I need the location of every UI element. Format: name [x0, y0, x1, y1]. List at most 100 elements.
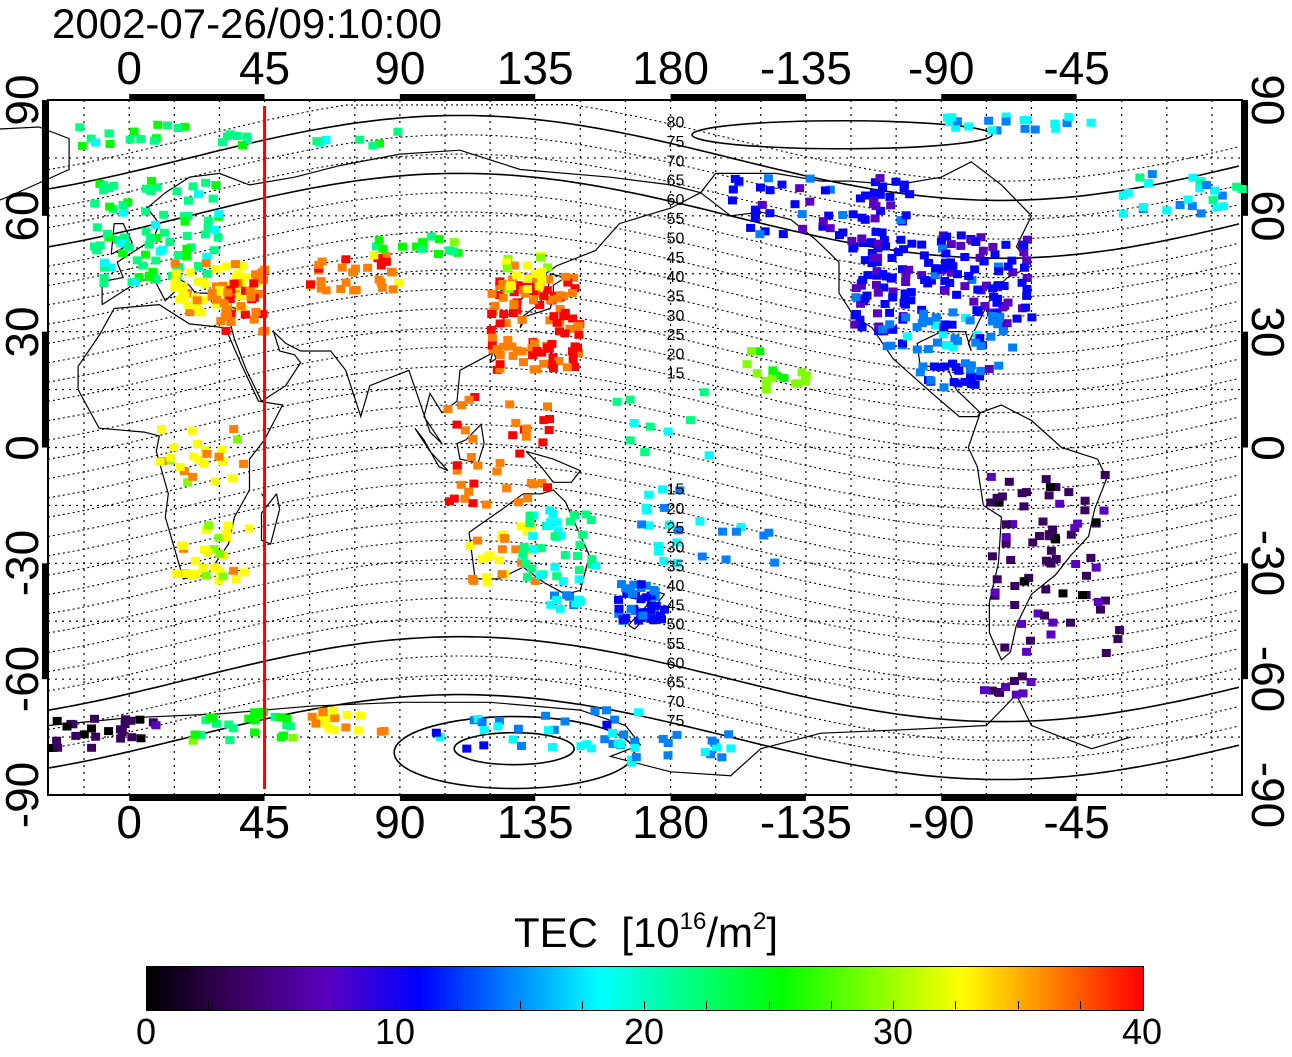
tec-point [552, 596, 562, 604]
top-lon-tick: -135 [759, 42, 852, 94]
colorbar-tick: 30 [872, 1011, 914, 1052]
tec-point [469, 479, 479, 488]
tec-point [825, 224, 835, 233]
tec-point [994, 361, 1004, 370]
tec-point [479, 726, 489, 735]
tec-point [555, 327, 564, 336]
tec-point [755, 230, 765, 239]
tec-point [1022, 274, 1032, 282]
tec-point [907, 239, 917, 248]
left-lat-tick: -90 [0, 761, 48, 829]
tec-point [915, 368, 925, 377]
tec-point [210, 225, 220, 234]
tec-point [330, 714, 340, 723]
coastline [525, 450, 582, 483]
tec-point [929, 362, 939, 371]
tec-point [600, 735, 610, 744]
tec-point [312, 137, 322, 146]
tec-point [964, 271, 974, 280]
tec-point [1008, 343, 1018, 352]
tec-point [236, 302, 246, 311]
tec-point [778, 230, 788, 239]
tec-point [368, 141, 378, 150]
tec-point [544, 344, 554, 353]
tec-point [452, 461, 462, 470]
tec-point [616, 740, 626, 749]
tec-point [529, 287, 539, 296]
coastline [456, 423, 485, 464]
tec-point [487, 333, 497, 342]
tec-point [993, 262, 1003, 271]
tec-point [211, 264, 221, 273]
tec-point [1051, 124, 1061, 133]
tec-point [1022, 647, 1032, 656]
tec-point [545, 506, 555, 515]
tec-point [542, 286, 552, 295]
tec-point [196, 730, 206, 739]
tec-point [961, 359, 970, 368]
tec-point [924, 317, 934, 326]
tec-point [973, 307, 983, 316]
tec-point [986, 332, 996, 341]
tec-point [893, 248, 903, 257]
tec-point [183, 478, 193, 487]
tec-point [116, 734, 126, 743]
tec-point [91, 732, 101, 741]
tec-point [672, 558, 682, 567]
tec-point [999, 322, 1008, 330]
tec-point [887, 254, 897, 262]
tec-point [861, 191, 871, 200]
tec-point [502, 264, 512, 273]
tec-point [871, 227, 881, 236]
mag-lat-label: 20 [667, 501, 685, 518]
tec-point [453, 248, 463, 257]
tec-point [707, 736, 717, 745]
tec-point [187, 426, 197, 435]
tec-point [321, 135, 331, 144]
tec-point [348, 268, 358, 277]
tec-point [182, 244, 192, 253]
tec-point [519, 358, 528, 367]
tec-point [316, 284, 326, 293]
tec-point [770, 558, 780, 567]
tec-point [674, 526, 684, 535]
tec-point [171, 268, 181, 277]
tec-point [185, 268, 195, 277]
tec-point [232, 132, 242, 140]
tec-point [52, 736, 62, 745]
tec-point [175, 462, 185, 471]
tec-point [998, 327, 1008, 336]
tec-point [102, 229, 112, 238]
tec-point [825, 185, 835, 194]
tec-point [170, 277, 180, 286]
tec-point [378, 244, 388, 253]
tec-point [590, 707, 600, 716]
tec-point [215, 550, 225, 558]
tec-point [522, 424, 531, 433]
tec-point [188, 182, 198, 191]
tec-point [229, 566, 239, 575]
tec-point [218, 457, 228, 466]
tec-point [644, 521, 653, 530]
tec-point [275, 713, 285, 722]
tec-point [172, 569, 182, 578]
tec-point [1008, 520, 1018, 529]
tec-point [1050, 533, 1060, 542]
tec-point [550, 562, 560, 571]
tec-point [529, 296, 538, 305]
tec-point [931, 264, 941, 273]
tec-point [495, 458, 505, 467]
tec-point [141, 250, 150, 259]
tec-point [726, 744, 736, 753]
tec-point [387, 267, 396, 276]
tec-point [417, 244, 427, 253]
tec-point [525, 511, 535, 520]
tec-point [940, 362, 950, 371]
tec-point [210, 563, 220, 572]
tec-point [1113, 635, 1123, 644]
tec-point [381, 252, 391, 261]
tec-point [531, 269, 541, 278]
tec-point [336, 285, 346, 293]
tec-point [568, 314, 578, 323]
